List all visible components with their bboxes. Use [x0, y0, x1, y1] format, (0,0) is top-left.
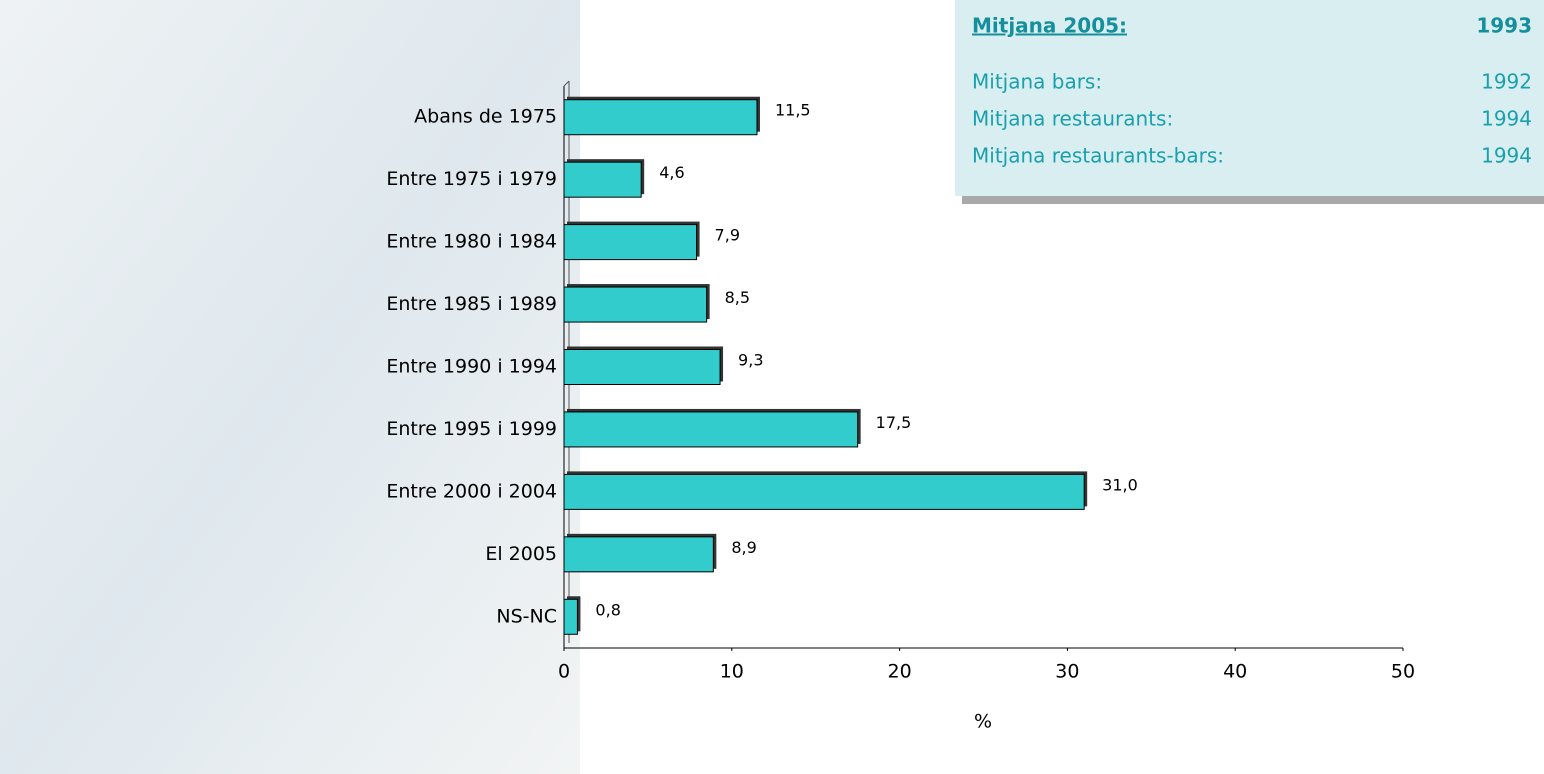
value-label: 0,8 — [595, 600, 620, 619]
y-tick-label: Abans de 1975 — [414, 106, 557, 128]
info-label: Mitjana restaurants: — [972, 107, 1173, 131]
bar — [564, 100, 757, 135]
x-tick-label: 40 — [1223, 661, 1247, 683]
x-tick-label: 0 — [558, 661, 570, 683]
bar — [564, 474, 1084, 509]
x-axis-label: % — [974, 711, 992, 733]
info-label: Mitjana restaurants-bars: — [972, 144, 1224, 168]
info-value: 1994 — [1481, 144, 1532, 168]
value-label: 17,5 — [876, 413, 912, 432]
y-tick-label: Entre 2000 i 2004 — [386, 480, 557, 502]
bar — [564, 599, 577, 634]
value-label: 11,5 — [775, 101, 811, 120]
y-tick-label: NS-NC — [496, 605, 557, 627]
chart: Mitjana 2005: 1993 Mitjana bars: 1992 Mi… — [0, 0, 1544, 774]
value-label: 31,0 — [1102, 475, 1138, 494]
bar — [564, 350, 720, 385]
bar — [564, 225, 697, 260]
info-title: Mitjana 2005: — [972, 14, 1127, 38]
bar — [564, 287, 707, 322]
y-tick-label: Entre 1975 i 1979 — [386, 168, 557, 190]
info-title-value: 1993 — [1476, 14, 1532, 38]
bar — [564, 412, 858, 447]
y-tick-label: Entre 1980 i 1984 — [386, 231, 557, 253]
info-value: 1994 — [1481, 107, 1532, 131]
bar — [564, 162, 641, 197]
y-tick-label: El 2005 — [485, 543, 557, 565]
y-tick-label: Entre 1995 i 1999 — [386, 418, 557, 440]
info-label: Mitjana bars: — [972, 70, 1102, 94]
bar — [564, 537, 713, 572]
value-label: 8,9 — [731, 538, 756, 557]
y-tick-label: Entre 1985 i 1989 — [386, 293, 557, 315]
x-tick-label: 20 — [888, 661, 912, 683]
y-tick-label: Entre 1990 i 1994 — [386, 356, 557, 378]
page: {"chart_data": {"type": "hbar", "categor… — [0, 0, 1544, 774]
value-label: 7,9 — [715, 226, 740, 245]
x-tick-label: 50 — [1391, 661, 1415, 683]
x-tick-label: 10 — [720, 661, 744, 683]
value-label: 4,6 — [659, 163, 684, 182]
value-label: 8,5 — [725, 288, 750, 307]
info-value: 1992 — [1481, 70, 1532, 94]
value-label: 9,3 — [738, 351, 763, 370]
x-tick-label: 30 — [1055, 661, 1079, 683]
